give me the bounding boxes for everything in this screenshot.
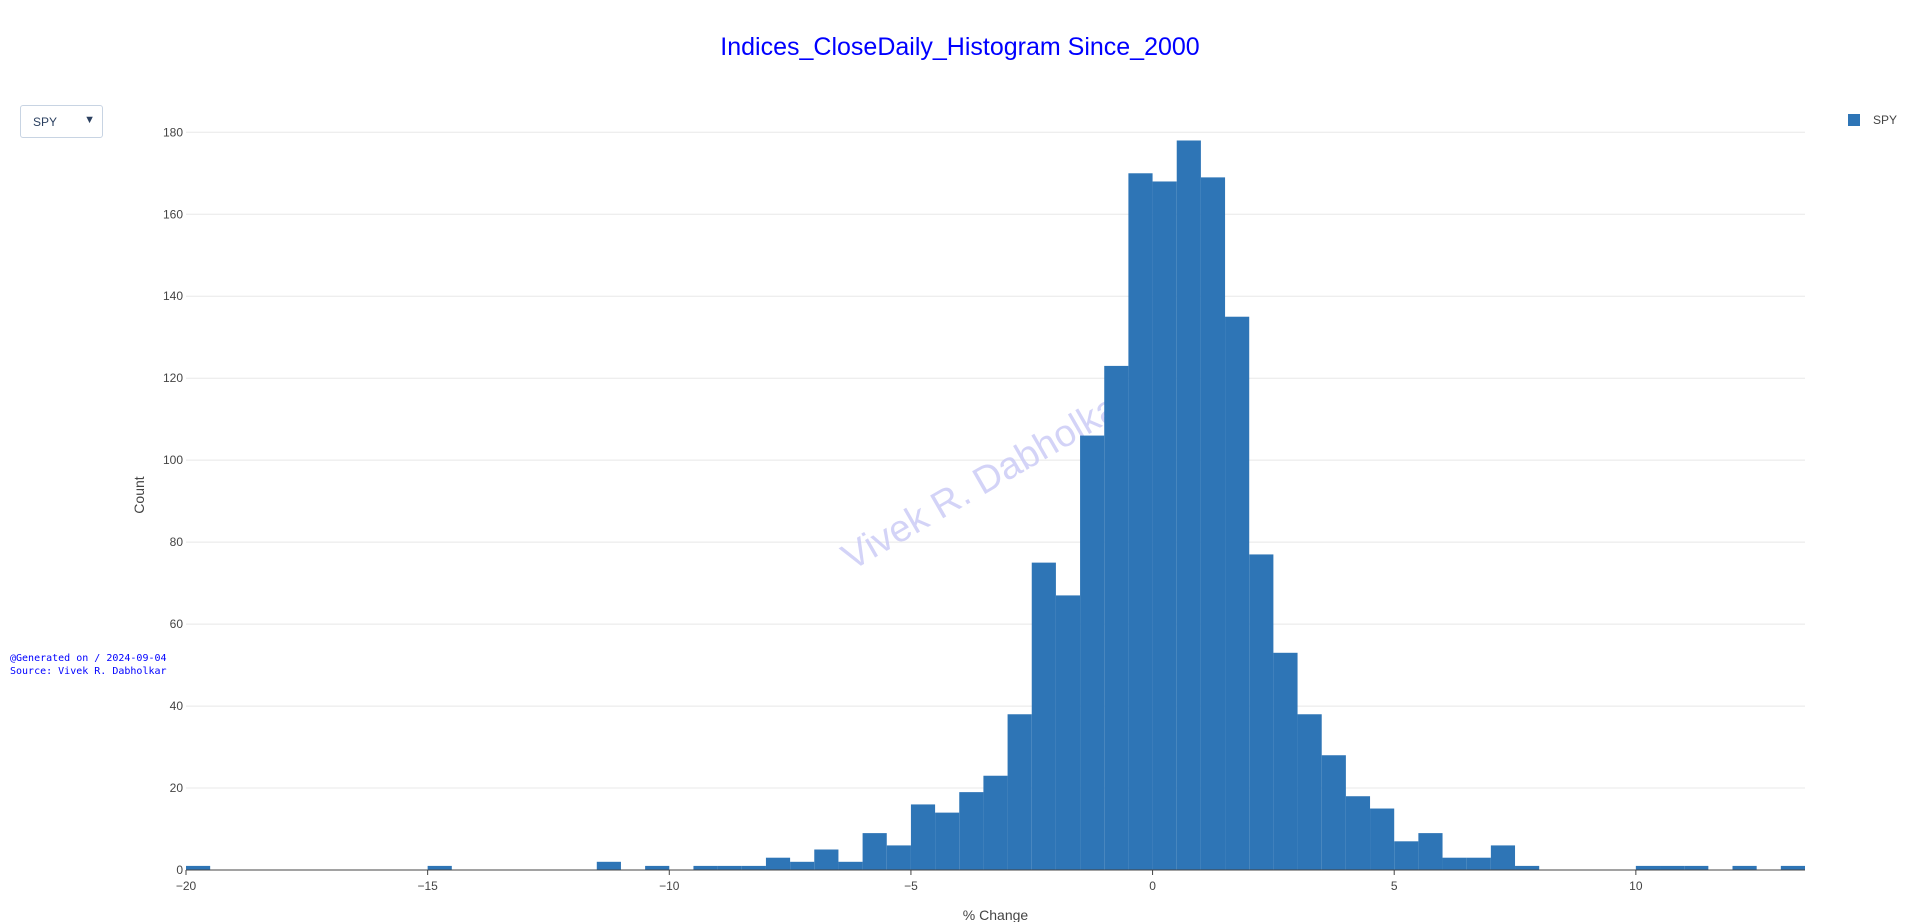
histogram-bar[interactable]	[1225, 316, 1250, 870]
histogram-bar[interactable]	[1152, 181, 1177, 870]
histogram-bar[interactable]	[596, 861, 621, 870]
histogram-bar[interactable]	[910, 804, 936, 870]
x-tick-label: −10	[659, 879, 680, 893]
histogram-bar[interactable]	[645, 865, 670, 870]
footer-note: @Generated on / 2024-09-04 Source: Vivek…	[10, 652, 167, 678]
ticker-dropdown-value: SPY	[33, 115, 58, 129]
histogram-bar[interactable]	[1466, 857, 1491, 870]
legend[interactable]: SPY	[1848, 113, 1897, 127]
histogram-bar[interactable]	[935, 812, 960, 870]
histogram-bar[interactable]	[1684, 865, 1709, 870]
ticker-dropdown[interactable]: SPY ▼	[20, 105, 103, 138]
x-tick-label: 5	[1391, 879, 1398, 893]
histogram-bar[interactable]	[1176, 140, 1201, 870]
histogram-bar[interactable]	[1370, 808, 1395, 870]
y-tick-label: 100	[163, 453, 183, 467]
histogram-bar[interactable]	[741, 865, 766, 870]
histogram-bar[interactable]	[959, 792, 984, 870]
histogram-bar[interactable]	[1104, 365, 1129, 870]
triangle-down-icon: ▼	[84, 114, 95, 126]
y-tick-label: 0	[176, 863, 183, 877]
histogram-bar[interactable]	[790, 861, 815, 870]
x-tick-label: −5	[904, 879, 918, 893]
histogram-bar[interactable]	[1031, 562, 1056, 870]
gridlines	[186, 131, 1805, 789]
histogram-bar[interactable]	[1345, 796, 1371, 870]
histogram-bar[interactable]	[814, 849, 839, 870]
histogram-bar[interactable]	[1490, 845, 1516, 870]
histogram-bar[interactable]	[1007, 714, 1032, 870]
y-tick-label: 180	[163, 125, 183, 139]
histogram-bar[interactable]	[886, 845, 911, 870]
x-axis: −20 −15 −10 −5 0 5 10	[176, 869, 1805, 893]
histogram-bar[interactable]	[1055, 595, 1081, 870]
generated-date-text: @Generated on / 2024-09-04	[10, 653, 167, 664]
x-tick-label: 10	[1629, 879, 1643, 893]
legend-label: SPY	[1873, 113, 1897, 127]
histogram-bar[interactable]	[862, 833, 887, 870]
y-tick-label: 60	[170, 617, 184, 631]
histogram-bar[interactable]	[838, 861, 863, 870]
y-tick-label: 40	[170, 699, 184, 713]
legend-swatch	[1848, 114, 1860, 126]
histogram-bar[interactable]	[1418, 833, 1443, 870]
y-tick-label: 140	[163, 289, 183, 303]
histogram-bar[interactable]	[765, 857, 791, 870]
histogram-bar[interactable]	[983, 775, 1008, 870]
histogram-bar[interactable]	[717, 865, 742, 870]
histogram-bar[interactable]	[1128, 173, 1153, 870]
chart-title: Indices_CloseDaily_Histogram Since_2000	[720, 33, 1199, 61]
histogram-bar[interactable]	[1780, 865, 1805, 870]
x-tick-label: −15	[417, 879, 438, 893]
histogram-bar[interactable]	[1394, 841, 1419, 870]
y-axis: 0 20 40 60 80 100 120 140 160 180	[163, 125, 183, 877]
histogram-bars	[186, 140, 1805, 870]
histogram-bar[interactable]	[1297, 714, 1322, 870]
histogram-bar[interactable]	[1249, 554, 1274, 870]
histogram-bar[interactable]	[1732, 865, 1757, 870]
y-tick-label: 20	[170, 781, 184, 795]
y-tick-label: 160	[163, 207, 183, 221]
x-axis-title: % Change	[963, 907, 1029, 922]
histogram-bar[interactable]	[1635, 865, 1661, 870]
histogram-bar[interactable]	[186, 865, 211, 870]
x-tick-label: 0	[1149, 879, 1156, 893]
y-axis-title: Count	[131, 476, 147, 513]
y-tick-label: 80	[170, 535, 184, 549]
y-tick-label: 120	[163, 371, 183, 385]
histogram-bar[interactable]	[1515, 865, 1540, 870]
histogram-bar[interactable]	[1200, 177, 1226, 870]
x-tick-label: −20	[176, 879, 197, 893]
histogram-bar[interactable]	[1273, 652, 1298, 870]
histogram-bar[interactable]	[427, 865, 452, 870]
histogram-bar[interactable]	[1080, 435, 1105, 870]
histogram-bar[interactable]	[1321, 755, 1346, 870]
histogram-bar[interactable]	[693, 865, 718, 870]
histogram-bar[interactable]	[1442, 857, 1467, 870]
histogram-bar[interactable]	[1660, 865, 1685, 870]
source-text: Source: Vivek R. Dabholkar	[10, 666, 167, 677]
